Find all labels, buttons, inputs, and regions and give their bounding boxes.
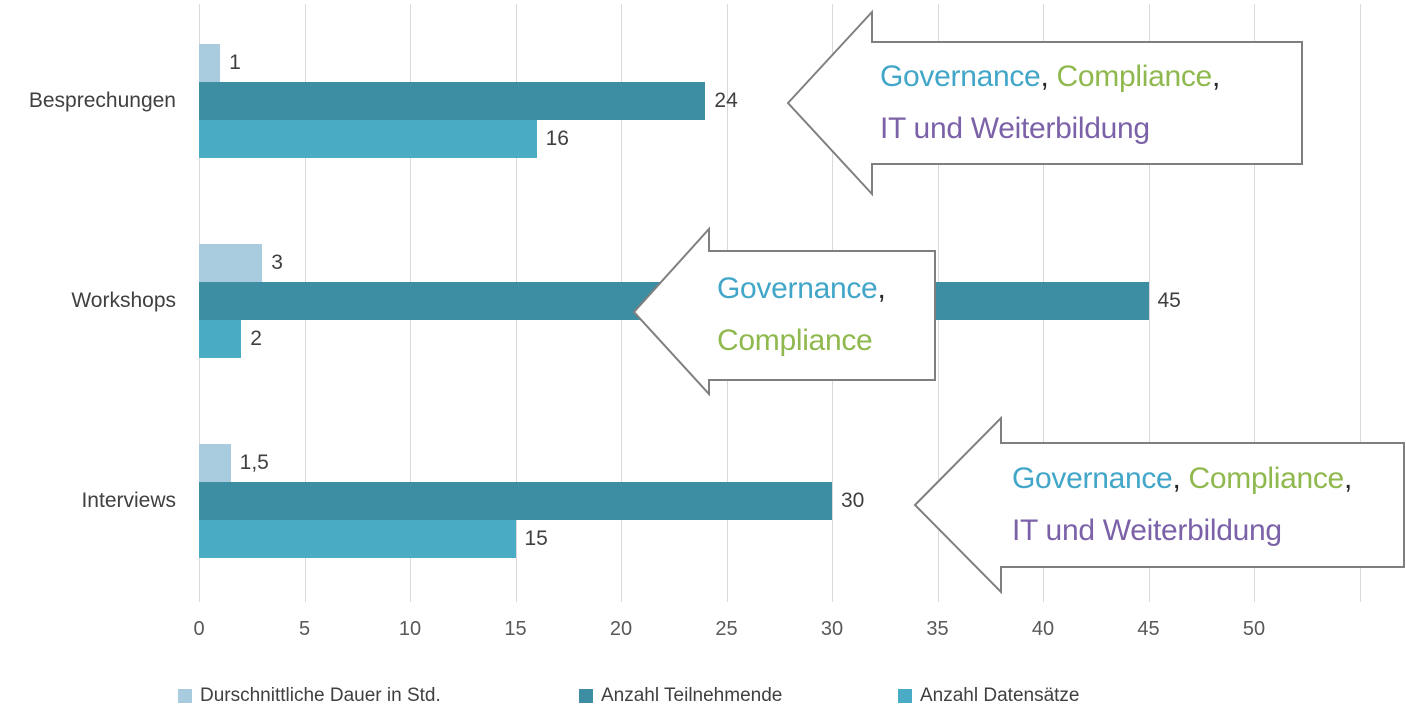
value-label-datensaetze: 15 (524, 527, 548, 550)
legend-item-label: Anzahl Datensätze (920, 685, 1080, 706)
callout-text-segment: IT und Weiterbildung (880, 112, 1150, 145)
bar-datensaetze (199, 120, 537, 158)
value-label-datensaetze: 16 (545, 127, 569, 150)
x-tick-label: 5 (298, 618, 311, 640)
x-tick-label: 35 (926, 618, 949, 640)
bar-dauer (199, 444, 231, 482)
bar-teilnehmende (199, 282, 1149, 320)
callout-text-segment: Compliance (1056, 60, 1213, 93)
callout-text-workshops: Governance, Compliance (717, 263, 886, 367)
callout-text-segment: IT und Weiterbildung (1012, 514, 1282, 547)
callout-text-segment: , (1172, 462, 1189, 495)
gridline (1148, 4, 1150, 602)
callout-text-segment: Compliance (1188, 462, 1345, 495)
callout-text-segment: Governance (717, 272, 878, 305)
category-label: Interviews (81, 489, 176, 512)
x-tick-label: 15 (504, 618, 527, 640)
category-label: Besprechungen (28, 89, 176, 112)
callout-line: IT und Weiterbildung (880, 103, 1220, 155)
x-tick-label: 45 (1137, 618, 1160, 640)
callout-text-besprechungen: Governance, Compliance, IT und Weiterbild… (880, 51, 1220, 155)
x-tick-label: 10 (398, 618, 422, 640)
bar-datensaetze (199, 320, 242, 358)
callout-line: Governance, Compliance, (1012, 453, 1352, 505)
value-label-datensaetze: 2 (250, 327, 262, 350)
x-tick-label: 50 (1242, 618, 1266, 640)
callout-text-segment: , (1040, 60, 1057, 93)
bar-teilnehmende (199, 482, 832, 520)
callout-line: Compliance (717, 315, 885, 367)
legend: Durschnittliche Dauer in Std. Anzahl Teil… (0, 684, 1406, 708)
legend-marker-icon (579, 689, 593, 703)
legend-item-label: Anzahl Teilnehmende (601, 685, 783, 706)
legend-marker-icon (898, 689, 912, 703)
x-tick-label: 40 (1031, 618, 1055, 640)
callout-text-segment: Governance (1012, 462, 1173, 495)
legend-item-label: Durschnittliche Dauer in Std. (200, 685, 441, 706)
callout-text-segment: , (1343, 462, 1352, 495)
x-tick-label: 20 (609, 618, 633, 640)
x-tick-label: 30 (820, 618, 844, 640)
category-label: Workshops (71, 289, 176, 312)
value-label-dauer: 1 (229, 51, 241, 74)
legend-item-dauer: Durschnittliche Dauer in Std. (178, 684, 441, 708)
callout-line: Governance, Compliance, (880, 51, 1220, 103)
legend-item-teilnehmende: Anzahl Teilnehmende (579, 684, 782, 708)
gridline (1254, 4, 1255, 602)
callout-text-segment: Compliance (717, 324, 873, 357)
gridline (1359, 4, 1361, 602)
callout-line: IT und Weiterbildung (1012, 505, 1352, 557)
callout-text-interviews: Governance, Compliance, IT und Weiterbild… (1012, 453, 1352, 557)
bar-teilnehmende (199, 82, 706, 120)
callout-text-segment: , (1211, 60, 1220, 93)
x-tick-label: 25 (715, 618, 738, 640)
value-label-teilnehmende: 24 (714, 89, 738, 112)
legend-marker-icon (178, 689, 192, 703)
legend-item-datensaetze: Anzahl Datensätze (898, 684, 1080, 708)
callout-text-segment: , (877, 272, 886, 305)
value-label-teilnehmende: 45 (1157, 289, 1181, 312)
value-label-teilnehmende: 30 (841, 489, 865, 512)
callout-line: Governance, (717, 263, 886, 315)
bar-dauer (199, 244, 263, 282)
x-tick-label: 0 (193, 618, 205, 640)
bar-datensaetze (199, 520, 516, 558)
callout-text-segment: Governance (880, 60, 1041, 93)
bar-dauer (199, 44, 221, 82)
value-label-dauer: 1,5 (239, 451, 269, 474)
value-label-dauer: 3 (271, 251, 283, 274)
